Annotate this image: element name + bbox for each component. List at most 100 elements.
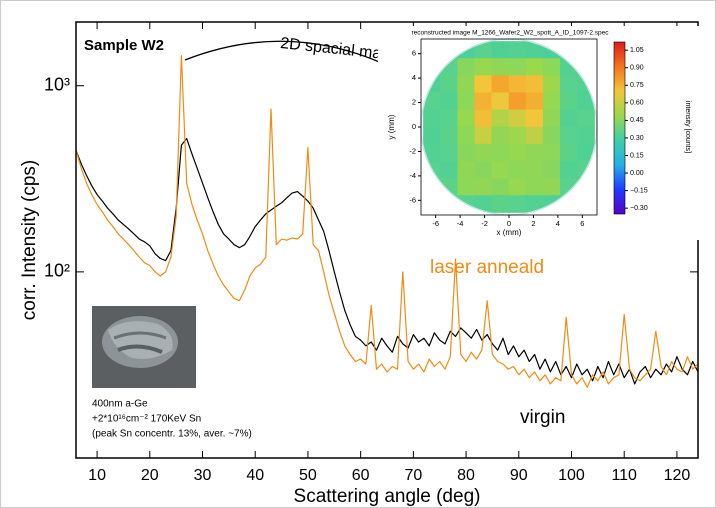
- heatmap-cell: [542, 58, 561, 76]
- heatmap-cell: [457, 160, 476, 179]
- y-tick-label: 10²: [44, 261, 70, 281]
- heatmap-cell: [525, 92, 544, 111]
- heatmap-cell: [423, 126, 441, 145]
- heatmap-cell: [423, 109, 441, 128]
- heatmap-cell: [508, 92, 527, 111]
- inset-x-tick-label: -4: [457, 219, 464, 228]
- colorbar-tick-label: 1.05: [630, 47, 644, 54]
- heatmap-cell: [491, 178, 510, 196]
- heatmap-cell: [474, 195, 493, 213]
- heatmap-cell: [508, 75, 527, 94]
- heatmap-cell: [491, 126, 510, 145]
- heatmap-cell: [577, 109, 595, 128]
- colorbar-tick-label: 0.90: [630, 65, 644, 72]
- photo-caption: (peak Sn concentr. 13%, aver. ~7%): [92, 429, 252, 440]
- heatmap-cell: [560, 92, 578, 111]
- heatmap-cell: [457, 75, 476, 94]
- inset-x-tick-label: 6: [580, 219, 584, 228]
- colorbar-tick-label: 0.45: [630, 117, 644, 124]
- y-tick-label: 10³: [44, 74, 70, 94]
- heatmap-cell: [474, 58, 493, 76]
- colorbar-tick-label: 0.00: [630, 170, 644, 177]
- photo-caption: +2*10¹⁶cm⁻² 170KeV Sn: [92, 414, 201, 425]
- inset-y-tick-label: 4: [412, 73, 416, 82]
- x-tick-label: 90: [510, 467, 528, 484]
- heatmap-cell: [474, 75, 493, 94]
- heatmap-cell: [474, 160, 493, 179]
- heatmap-cell: [508, 160, 527, 179]
- colorbar: [613, 41, 626, 215]
- heatmap-cell: [474, 126, 493, 145]
- heatmap-cell: [542, 75, 561, 94]
- heatmap-cell: [577, 143, 595, 162]
- heatmap-cell: [542, 178, 561, 196]
- heatmap-cell: [525, 126, 544, 145]
- heatmap-cell: [491, 75, 510, 94]
- heatmap-cell: [491, 41, 510, 59]
- chart-title: Sample W2: [84, 37, 164, 54]
- heatmap-cell: [542, 143, 561, 162]
- inset-y-tick-label: -4: [409, 171, 416, 180]
- inset-y-tick-label: 0: [412, 122, 416, 131]
- heatmap-cell: [577, 126, 595, 145]
- heatmap-cell: [457, 143, 476, 162]
- heatmap-cell: [491, 92, 510, 111]
- heatmap-cell: [560, 143, 578, 162]
- heatmap-cell: [542, 160, 561, 179]
- heatmap-cell: [474, 143, 493, 162]
- heatmap-cell: [491, 109, 510, 128]
- heatmap-cell: [508, 143, 527, 162]
- heatmap-cell: [508, 109, 527, 128]
- x-tick-label: 40: [246, 467, 264, 484]
- heatmap-cell: [525, 109, 544, 128]
- heatmap-cell: [440, 126, 458, 145]
- x-tick-label: 80: [457, 467, 475, 484]
- heatmap-cells: [423, 41, 595, 213]
- heatmap-cell: [440, 92, 458, 111]
- heatmap-cell: [491, 58, 510, 76]
- inset-x-tick-label: 2: [531, 219, 535, 228]
- inset-y-tick-label: 2: [412, 98, 416, 107]
- heatmap-cell: [423, 143, 441, 162]
- heatmap-cell: [525, 143, 544, 162]
- x-tick-label: 10: [88, 467, 106, 484]
- inset: reconstructed image M_1266_Wafer2_W2_spo…: [378, 26, 714, 240]
- heatmap-cell: [440, 160, 458, 179]
- heatmap-cell: [577, 92, 595, 111]
- heatmap-cell: [525, 75, 544, 94]
- heatmap-cell: [457, 92, 476, 111]
- heatmap-cell: [491, 143, 510, 162]
- heatmap-cell: [508, 126, 527, 145]
- heatmap-cell: [457, 58, 476, 76]
- heatmap-cell: [440, 143, 458, 162]
- x-tick-label: 70: [404, 467, 422, 484]
- inset-x-tick-label: 0: [507, 219, 511, 228]
- heatmap-cell: [542, 92, 561, 111]
- heatmap-cell: [457, 109, 476, 128]
- colorbar-tick-label: 0.60: [630, 100, 644, 107]
- heatmap-cell: [457, 178, 476, 196]
- inset-x-tick-label: -2: [481, 219, 488, 228]
- heatmap-cell: [491, 160, 510, 179]
- x-tick-label: 50: [299, 467, 317, 484]
- heatmap-cell: [525, 160, 544, 179]
- heatmap-cell: [560, 109, 578, 128]
- inset-x-tick-label: 4: [556, 219, 560, 228]
- y-axis-label: corr. Intensity (cps): [19, 160, 40, 321]
- heatmap-cell: [474, 109, 493, 128]
- inset-y-tick-label: -6: [409, 195, 416, 204]
- colorbar-tick-label: 0.15: [630, 152, 644, 159]
- heatmap-cell: [560, 160, 578, 179]
- heatmap-cell: [423, 92, 441, 111]
- heatmap-cell: [474, 41, 493, 59]
- heatmap-cell: [440, 109, 458, 128]
- series-label: virgin: [520, 407, 565, 428]
- photo-caption: 400nm a-Ge: [92, 399, 148, 410]
- heatmap-cell: [560, 126, 578, 145]
- series-line: [75, 55, 699, 388]
- heatmap-cell: [525, 41, 544, 59]
- heatmap-cell: [508, 195, 527, 213]
